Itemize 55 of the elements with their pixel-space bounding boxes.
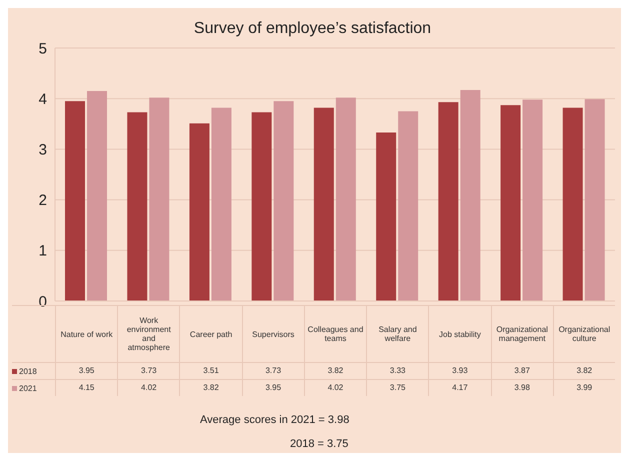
x-tick-label: Colleagues and teams [304,306,366,362]
bar [252,112,272,301]
bar [500,105,521,301]
bar [562,108,583,301]
bar [189,123,210,301]
x-tick-label: Organizational culture [552,306,615,362]
bar [398,111,418,301]
bar [149,98,170,301]
data-label: 3.93 [428,363,491,379]
y-tick-label: 5 [38,40,47,58]
chart-title: Survey of employee’s satisfaction [192,20,432,38]
bar [87,91,107,301]
data-label: 3.51 [179,363,242,379]
text: 2018 = 3.75 [290,438,348,450]
text: Average scores in 2021 = 3.98 [200,414,350,426]
x-tick-label: Supervisors [242,306,304,362]
data-label: 3.95 [55,363,118,379]
bar [274,101,294,301]
bar [336,98,356,301]
y-tick-label: 1 [38,242,47,260]
data-label: 4.02 [304,380,366,396]
bar [127,112,148,301]
data-label: 3.73 [117,363,180,379]
legend-label: 2021 [19,384,37,392]
data-label: 3.99 [552,380,615,396]
data-label: 3.73 [242,363,304,379]
data-label: 4.02 [117,380,180,396]
data-label: 3.87 [490,363,553,379]
y-tick-label: 4 [38,90,47,108]
bar [65,101,85,301]
data-label: 4.15 [55,380,118,396]
x-tick-label: Work environment and atmosphere [117,306,180,362]
data-label: 3.98 [490,380,553,396]
data-label: 3.75 [366,380,428,396]
data-label: 3.82 [552,363,615,379]
y-tick-label: 3 [38,142,47,159]
data-label: 4.17 [428,380,491,396]
x-tick-label: Nature of work [55,306,118,362]
legend-label: 2018 [19,366,37,376]
bar [438,102,458,301]
data-label: 3.82 [304,363,366,379]
data-label: 3.33 [366,363,428,379]
bar [211,108,232,301]
x-tick-label: Salary and welfare [366,306,428,362]
bar [522,100,543,301]
data-label: 3.95 [242,380,304,396]
x-tick-label: Organizational management [490,306,553,362]
y-tick-label: 2 [38,192,47,210]
x-tick-label: Career path [179,306,242,362]
bar [376,132,396,301]
data-label: 3.82 [179,380,242,396]
bar [584,99,605,301]
bar [460,90,480,301]
x-tick-label: Job stability [428,306,491,362]
bar [314,108,334,301]
